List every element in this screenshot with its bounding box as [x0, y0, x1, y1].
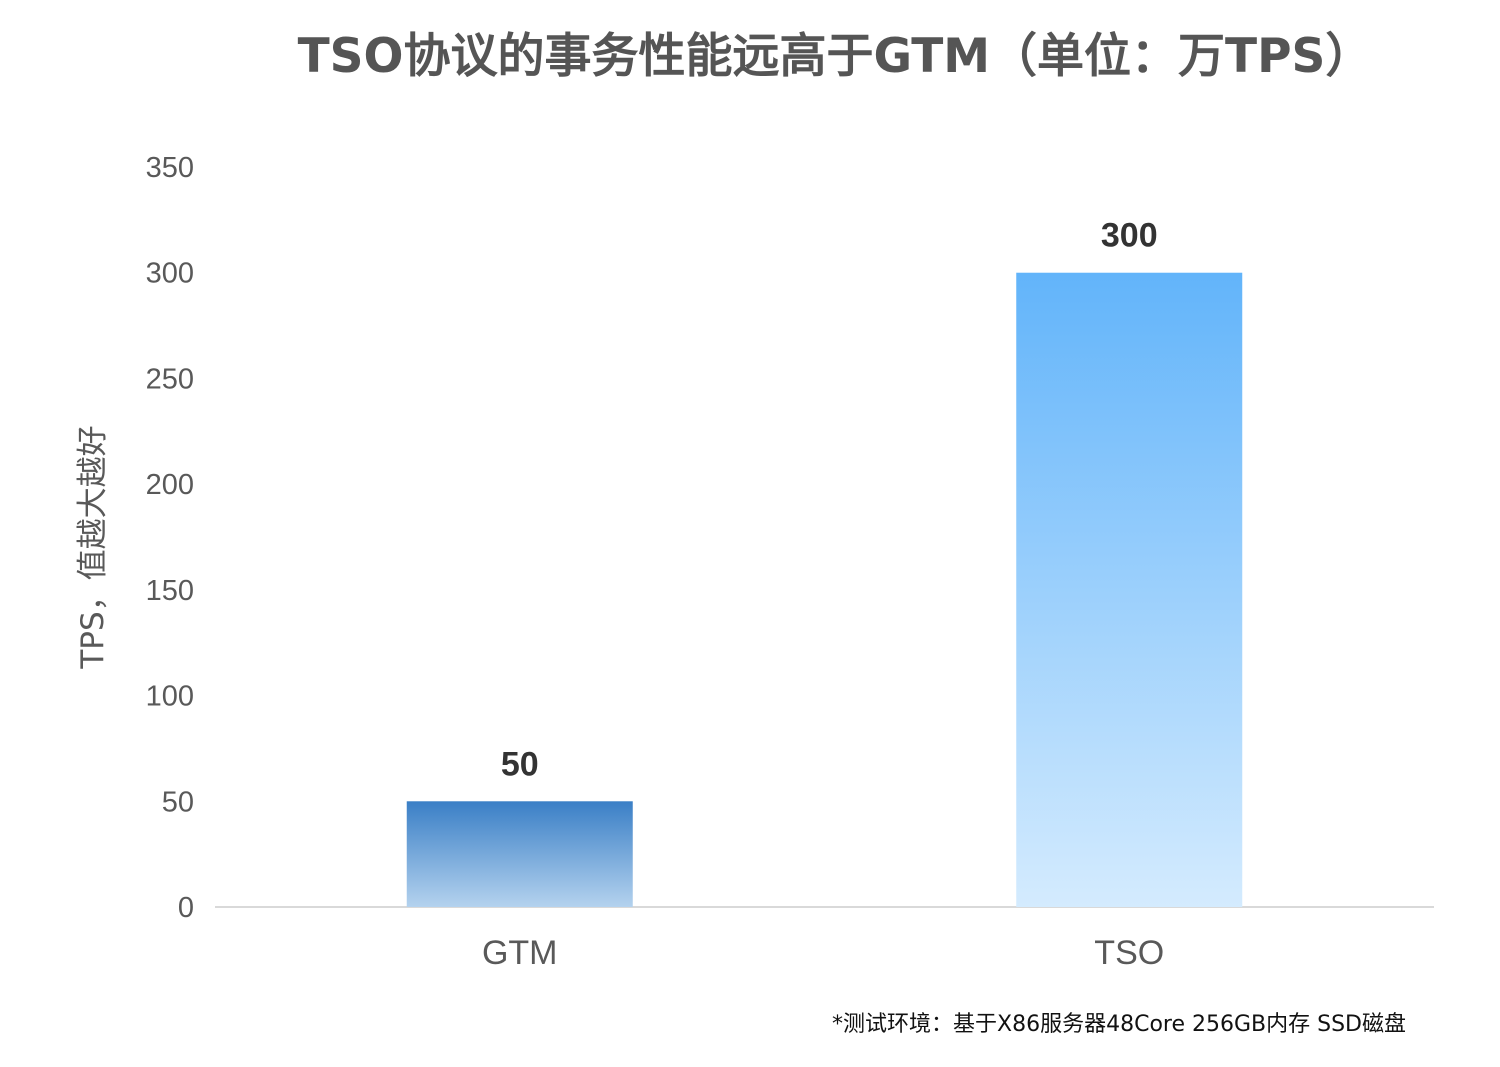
x-tick-label-gtm: GTM [482, 934, 558, 972]
data-labels-group: 50 300 [501, 217, 1158, 784]
y-tick-label: 100 [146, 681, 194, 713]
y-tick-label: 250 [146, 363, 194, 395]
y-tick-label: 300 [146, 258, 194, 290]
y-tick-label: 350 [146, 152, 194, 184]
bar-gtm [406, 801, 633, 907]
chart-title: TSO协议的事务性能远高于GTM（单位：万TPS） [298, 29, 1373, 84]
bar-tso [1016, 272, 1243, 907]
y-tick-label: 50 [162, 786, 194, 818]
x-axis-ticks: GTM TSO [482, 934, 1164, 972]
y-tick-label: 200 [146, 469, 194, 501]
footnote: *测试环境：基于X86服务器48Core 256GB内存 SSD磁盘 [832, 1012, 1406, 1037]
y-axis-ticks: 0 50 100 150 200 250 300 350 [146, 152, 194, 924]
data-label-gtm: 50 [501, 745, 539, 783]
y-tick-label: 0 [178, 892, 194, 924]
y-axis-label: TPS，值越大越好 [75, 425, 111, 669]
x-tick-label-tso: TSO [1094, 934, 1164, 972]
y-tick-label: 150 [146, 575, 194, 607]
bars-group [406, 272, 1243, 907]
data-label-tso: 300 [1101, 217, 1158, 255]
